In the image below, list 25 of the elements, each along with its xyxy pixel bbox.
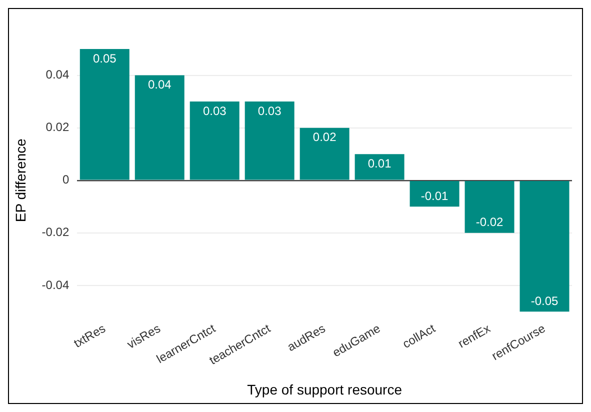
bar: [244, 102, 294, 180]
x-axis-title: Type of support resource: [247, 381, 402, 398]
bar: [354, 154, 404, 180]
bar: [190, 102, 240, 180]
data-label: -0.02: [476, 215, 504, 230]
data-label: 0.01: [368, 156, 392, 170]
bar: [464, 180, 514, 233]
data-label: 0.05: [92, 51, 117, 66]
y-tick-label: -0.04: [42, 278, 70, 292]
bar: [300, 128, 350, 180]
data-label: 0.04: [148, 78, 172, 92]
bar: [80, 49, 130, 180]
y-tick-label: -0.02: [42, 225, 70, 240]
data-label: 0.02: [312, 130, 337, 144]
y-axis-title: EP difference: [12, 138, 28, 222]
data-label: 0.03: [258, 104, 282, 118]
data-label: 0.03: [202, 104, 227, 118]
data-label: -0.01: [420, 188, 449, 203]
y-tick-label: 0.04: [46, 68, 70, 82]
bar: [410, 180, 460, 207]
bar: [134, 75, 184, 180]
y-tick-label: 0.02: [46, 120, 70, 134]
y-tick-label: 0: [62, 172, 70, 187]
bar: [520, 180, 570, 312]
data-label: -0.05: [530, 294, 559, 308]
